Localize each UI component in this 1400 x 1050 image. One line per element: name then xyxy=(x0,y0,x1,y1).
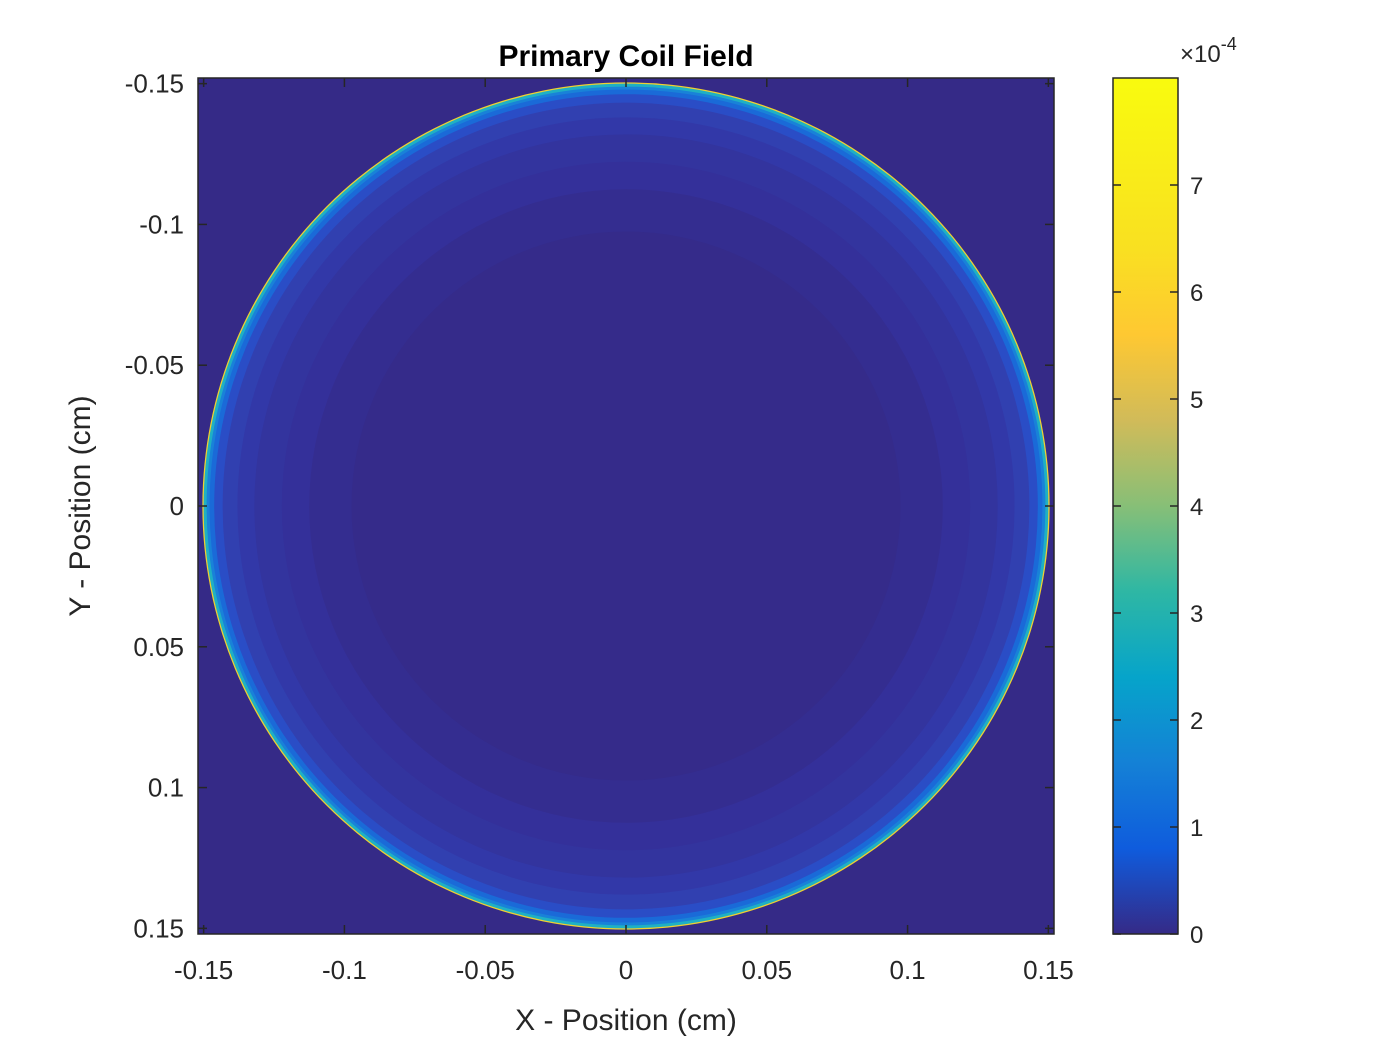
x-tick-label: 0.05 xyxy=(741,955,792,985)
x-ticks: -0.15 -0.1 -0.05 0 0.05 0.1 0.15 xyxy=(174,78,1074,985)
y-tick-label: 0.15 xyxy=(133,913,184,943)
y-tick-label: -0.1 xyxy=(139,209,184,239)
x-axis-label: X - Position (cm) xyxy=(515,1004,737,1037)
plot-area xyxy=(198,78,1054,934)
y-axis-label: Y - Position (cm) xyxy=(64,395,97,616)
colorbar-tick-label: 2 xyxy=(1190,708,1203,735)
colorbar-tick-label: 1 xyxy=(1190,815,1203,842)
colorbar-tick-label: 0 xyxy=(1190,922,1203,949)
y-tick-label: -0.15 xyxy=(125,69,184,99)
y-tick-label: -0.05 xyxy=(125,350,184,380)
x-tick-label: 0.1 xyxy=(890,955,926,985)
colorbar-multiplier-base: ×10 xyxy=(1180,41,1221,68)
x-tick-label: -0.05 xyxy=(456,955,515,985)
y-tick-label: 0.1 xyxy=(148,773,184,803)
colorbar-multiplier: ×10-4 xyxy=(1180,34,1237,68)
y-tick-label: 0.05 xyxy=(133,632,184,662)
x-tick-label: 0 xyxy=(619,955,633,985)
x-tick-label: -0.1 xyxy=(322,955,367,985)
colorbar-tick-label: 6 xyxy=(1190,280,1203,307)
colorbar-tick-label: 3 xyxy=(1190,601,1203,628)
x-tick-label: -0.15 xyxy=(174,955,233,985)
y-tick-label: 0 xyxy=(170,491,184,521)
colorbar-exponent: -4 xyxy=(1221,34,1237,54)
colorbar-gradient xyxy=(1112,77,1179,935)
y-ticks: -0.15 -0.1 -0.05 0 0.05 0.1 0.15 xyxy=(125,69,1054,943)
colorbar: 0 1 2 3 4 5 6 7 ×10-4 xyxy=(1112,34,1237,949)
colorbar-tick-label: 5 xyxy=(1190,387,1203,414)
field-layer xyxy=(202,82,1050,930)
field-ring-core xyxy=(351,231,901,781)
colorbar-tick-label: 7 xyxy=(1190,173,1203,200)
colorbar-ticks: 0 1 2 3 4 5 6 7 xyxy=(1113,173,1203,949)
chart-title: Primary Coil Field xyxy=(498,40,753,73)
x-tick-label: 0.15 xyxy=(1023,955,1074,985)
colorbar-tick-label: 4 xyxy=(1190,494,1203,521)
